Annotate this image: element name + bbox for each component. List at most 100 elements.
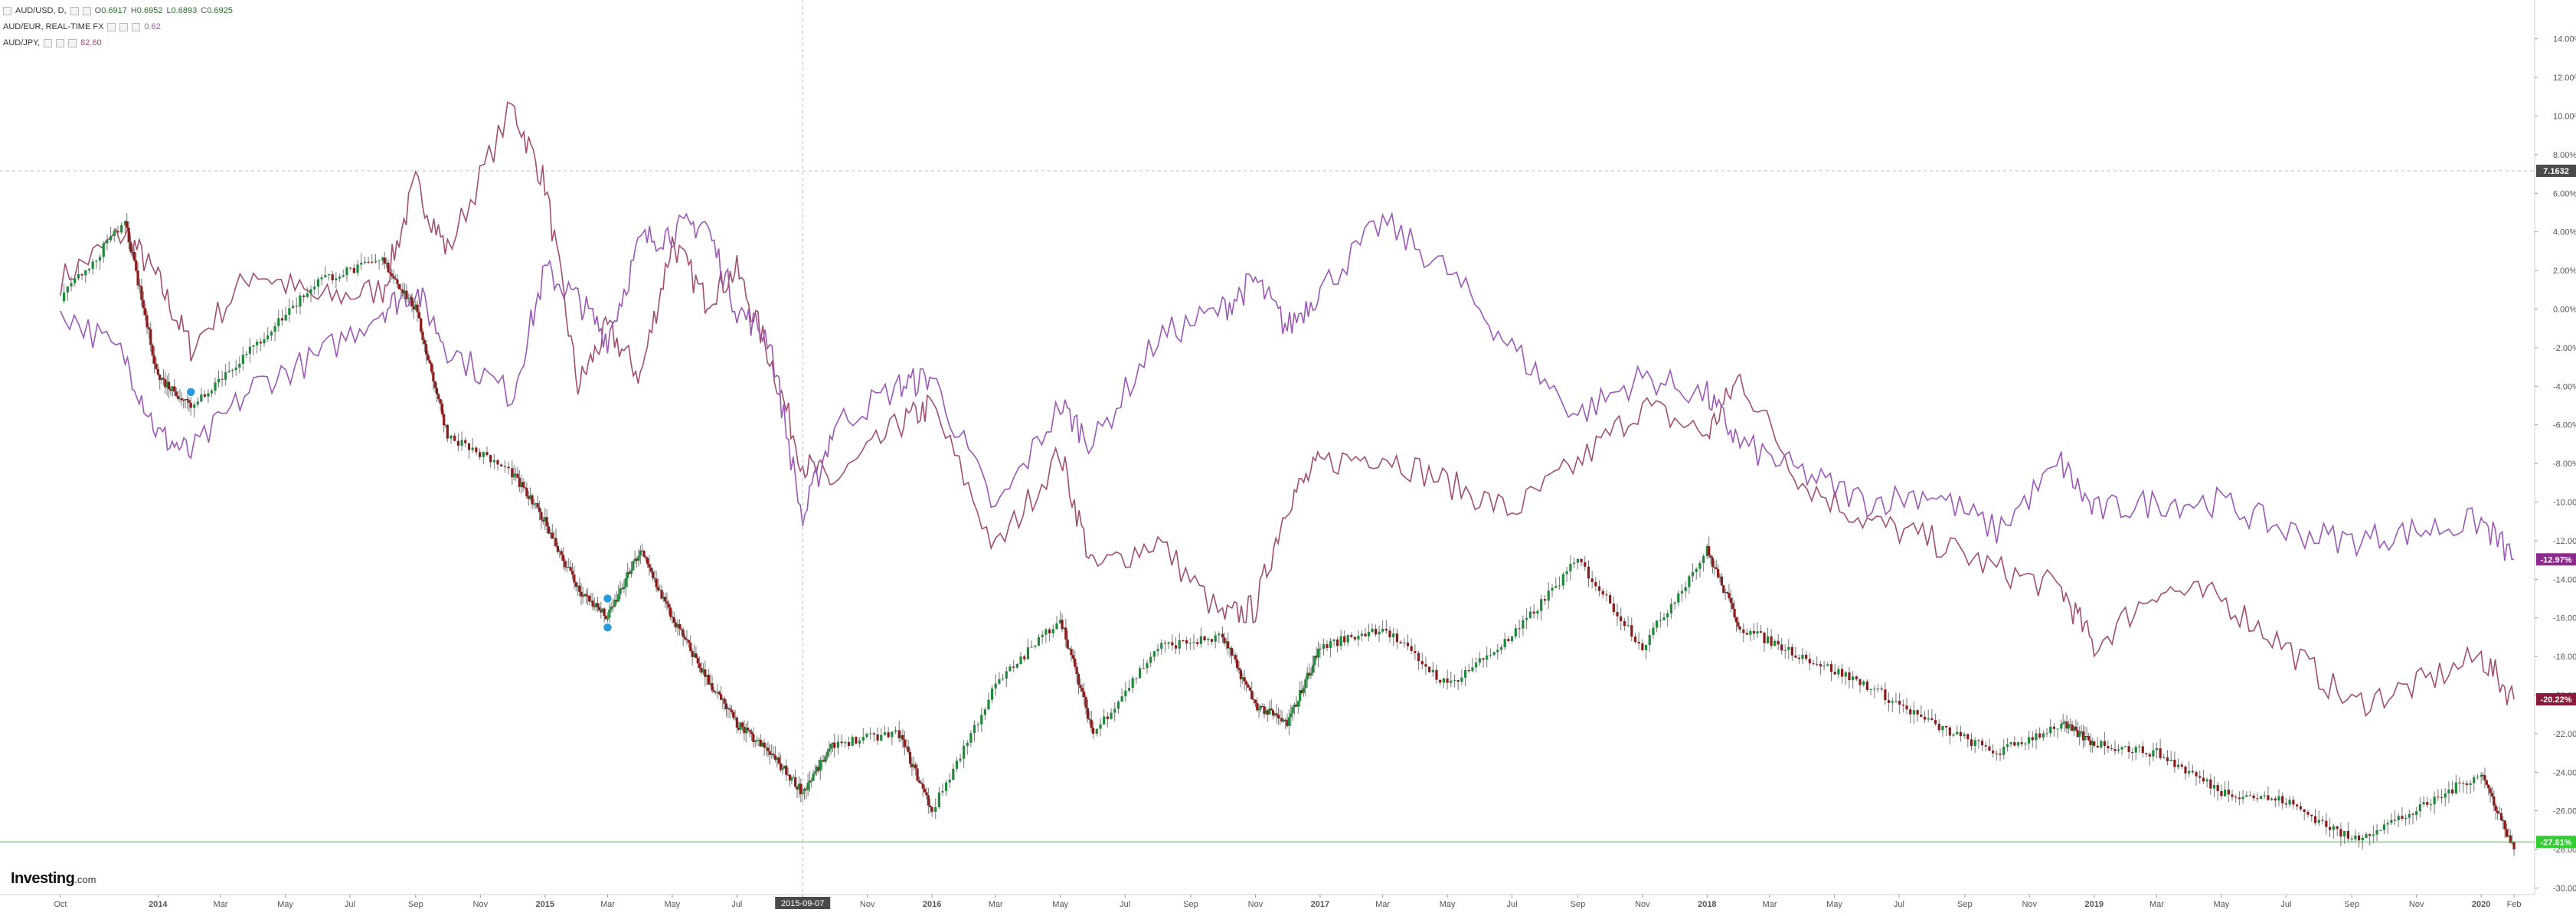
candle-body [500,464,503,466]
candle-body [2509,835,2512,843]
candle-body [1467,669,1470,672]
candle-body [138,285,142,286]
candle-body [1210,639,1214,642]
candle-body [356,264,359,273]
candle-body [2440,797,2444,798]
candle-body [84,270,87,276]
candle-body [2188,770,2191,774]
x-tick-label: Nov [860,900,875,909]
candle-body [944,782,948,791]
candle-body [1127,688,1131,691]
candle-body [817,767,820,771]
candle-body [2038,733,2042,738]
close-icon[interactable] [82,6,91,15]
candle-body [1722,585,1725,594]
candle-body [2042,733,2045,738]
candle-body [430,363,433,372]
candle-body [1865,681,1869,690]
candle-body [1326,644,1329,648]
candle-body [2433,797,2436,805]
candle-body [2375,829,2378,835]
candle-body [2346,830,2350,839]
candle-body [730,709,734,712]
candle-body [2148,754,2151,757]
candle-body [2310,814,2313,816]
candle-body [2339,829,2342,837]
candle-body [1648,635,1651,646]
eye-icon[interactable] [107,22,116,31]
candle-body [2107,746,2110,749]
candle-body [724,703,728,709]
candle-body [691,650,694,657]
candle-body [2091,741,2094,745]
candle-body [168,381,171,390]
x-tick-label: Jul [1507,900,1518,909]
candle-body [925,792,928,796]
candle-body [2267,795,2270,800]
settings-icon[interactable] [56,38,65,47]
candle-body [2382,824,2386,830]
candle-body [941,790,944,793]
candle-body [381,257,384,261]
candle-body [178,398,181,400]
candle-body [489,455,492,463]
candle-body [1077,674,1080,685]
settings-icon[interactable] [70,6,79,15]
candle-body [624,578,627,587]
close-icon[interactable] [68,38,77,47]
candle-body [869,733,872,734]
candle-body [2138,746,2141,748]
candle-body [937,792,940,808]
candle-body [527,496,530,499]
candle-body [2071,725,2074,731]
candle-body [540,512,543,520]
candle-body [2490,793,2494,797]
eye-icon[interactable] [44,38,53,47]
candle-body [955,761,959,769]
candle-body [456,440,460,446]
candle-body [799,784,803,794]
candle-body [2256,798,2259,800]
y-tick-label: -22.00% [2553,730,2576,739]
usd-last-label-box [2536,836,2576,849]
candle-body [1304,679,1307,689]
candle-body [102,243,105,257]
candle-body [1302,688,1306,693]
candle-body [1669,604,1673,613]
candle-body [732,712,735,718]
candle-body [309,289,312,294]
close-icon[interactable] [132,22,141,31]
candle-body [511,468,514,478]
candle-body [1446,678,1449,683]
candle-body [692,653,696,657]
series-aud-jpy [60,101,2515,718]
candle-body [813,771,816,774]
candle-body [142,299,145,309]
x-tick-label: May [1052,900,1068,909]
y-tick-label: -6.00% [2553,421,2576,430]
candle-body [1357,636,1360,640]
candle-body [1254,699,1257,704]
candle-body [1424,664,1427,667]
candle-body [116,231,119,233]
candle-body [1171,642,1174,646]
candle-body [2074,726,2077,731]
candle-body [757,739,760,741]
collapse-icon[interactable] [3,6,11,15]
candle-body [2411,813,2414,815]
candle-body [378,260,381,262]
candle-body [1299,689,1302,702]
candle-body [1561,574,1564,586]
candle-body [987,699,990,710]
candle-body [98,257,102,261]
candle-body [1268,708,1271,715]
candle-body [416,304,419,312]
x-tick-label: 2017 [1311,900,1329,909]
candle-body [1160,643,1163,649]
settings-icon[interactable] [119,22,129,31]
candle-body [182,400,185,401]
candle-body [755,740,759,741]
candle-body [496,460,499,465]
candle-body [180,398,183,401]
